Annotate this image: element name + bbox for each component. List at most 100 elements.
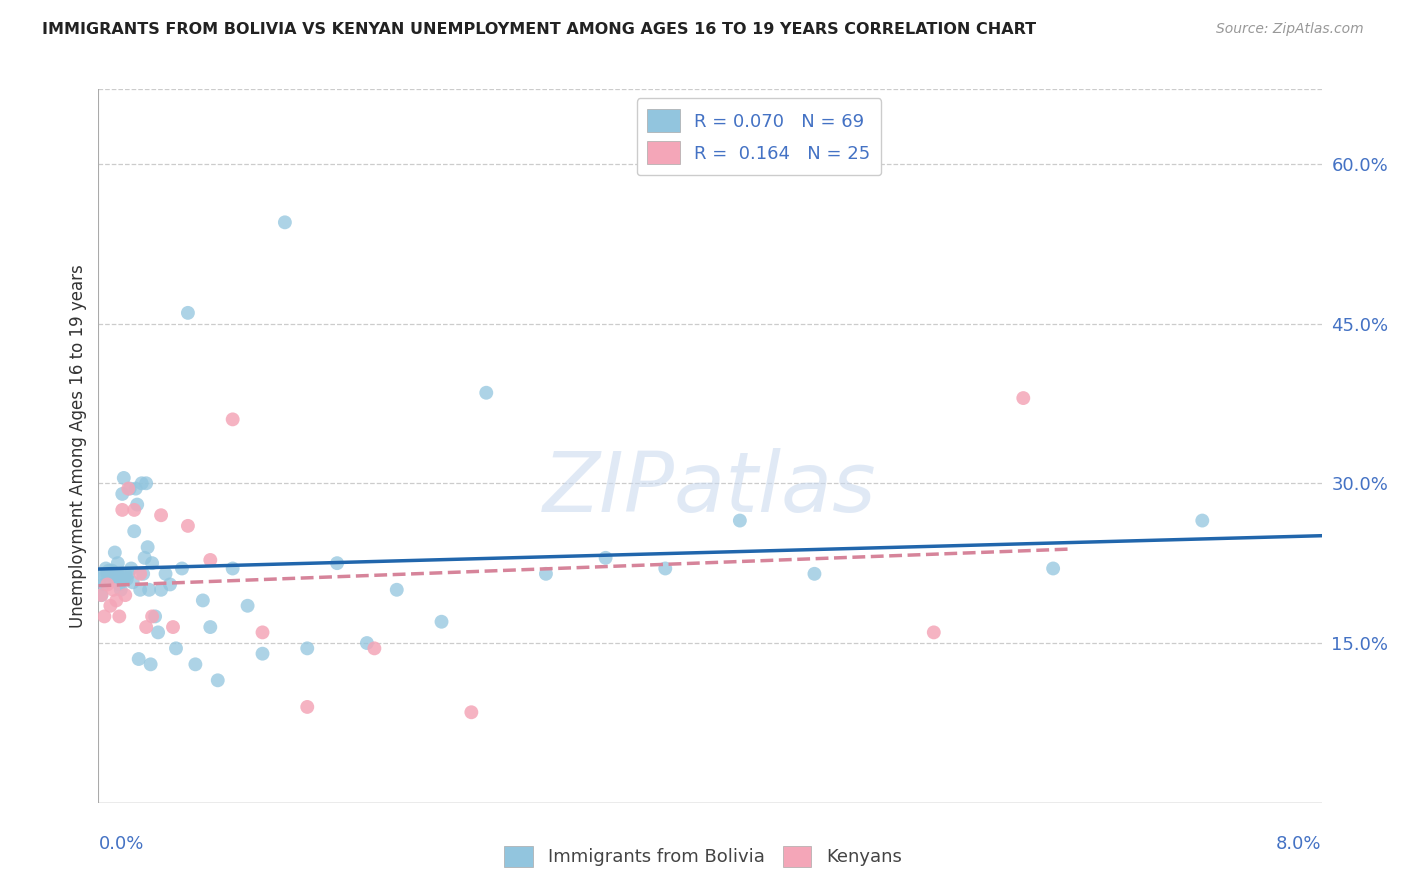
Point	[155, 566, 177, 581]
Point	[103, 566, 125, 581]
Point	[129, 582, 152, 597]
Text: 0.0%: 0.0%	[98, 835, 143, 853]
Point	[141, 556, 163, 570]
Point	[97, 564, 120, 578]
Point	[121, 575, 143, 590]
Point	[200, 553, 222, 567]
Legend: Immigrants from Bolivia, Kenyans: Immigrants from Bolivia, Kenyans	[498, 838, 908, 874]
Point	[430, 615, 453, 629]
Point	[90, 588, 112, 602]
Point	[110, 572, 132, 586]
Point	[138, 582, 160, 597]
Point	[803, 566, 825, 581]
Y-axis label: Unemployment Among Ages 16 to 19 years: Unemployment Among Ages 16 to 19 years	[69, 264, 87, 628]
Legend: R = 0.070   N = 69, R =  0.164   N = 25: R = 0.070 N = 69, R = 0.164 N = 25	[637, 98, 882, 176]
Point	[114, 588, 136, 602]
Point	[207, 673, 229, 688]
Point	[141, 609, 163, 624]
Point	[170, 561, 193, 575]
Point	[101, 564, 124, 578]
Point	[595, 550, 617, 565]
Point	[93, 609, 115, 624]
Point	[135, 476, 157, 491]
Point	[127, 498, 149, 512]
Point	[200, 620, 222, 634]
Point	[104, 545, 127, 559]
Point	[98, 572, 121, 586]
Text: ZIPatlas: ZIPatlas	[543, 449, 877, 529]
Point	[356, 636, 378, 650]
Text: Source: ZipAtlas.com: Source: ZipAtlas.com	[1216, 22, 1364, 37]
Point	[326, 556, 349, 570]
Point	[111, 487, 134, 501]
Point	[177, 306, 200, 320]
Point	[150, 508, 173, 523]
Text: 8.0%: 8.0%	[1277, 835, 1322, 853]
Point	[1042, 561, 1064, 575]
Point	[385, 582, 408, 597]
Point	[297, 700, 319, 714]
Point	[108, 577, 131, 591]
Point	[654, 561, 676, 575]
Point	[103, 582, 125, 597]
Point	[184, 657, 207, 672]
Point	[252, 625, 274, 640]
Point	[274, 215, 297, 229]
Point	[98, 599, 121, 613]
Point	[117, 482, 139, 496]
Point	[111, 503, 134, 517]
Text: IMMIGRANTS FROM BOLIVIA VS KENYAN UNEMPLOYMENT AMONG AGES 16 TO 19 YEARS CORRELA: IMMIGRANTS FROM BOLIVIA VS KENYAN UNEMPL…	[42, 22, 1036, 37]
Point	[143, 609, 166, 624]
Point	[150, 582, 173, 597]
Point	[94, 561, 117, 575]
Point	[105, 593, 128, 607]
Point	[89, 572, 111, 586]
Point	[128, 652, 150, 666]
Point	[122, 524, 145, 539]
Point	[91, 566, 114, 581]
Point	[134, 550, 156, 565]
Point	[107, 556, 129, 570]
Point	[132, 566, 155, 581]
Point	[475, 385, 498, 400]
Point	[162, 620, 184, 634]
Point	[117, 566, 139, 581]
Point	[125, 482, 148, 496]
Point	[177, 519, 200, 533]
Point	[165, 641, 187, 656]
Point	[103, 570, 125, 584]
Point	[93, 577, 115, 591]
Point	[131, 476, 153, 491]
Point	[159, 577, 181, 591]
Point	[363, 641, 385, 656]
Point	[146, 625, 169, 640]
Point	[221, 561, 243, 575]
Point	[221, 412, 243, 426]
Point	[297, 641, 319, 656]
Point	[90, 588, 112, 602]
Point	[136, 540, 159, 554]
Point	[112, 471, 135, 485]
Point	[112, 572, 135, 586]
Point	[122, 503, 145, 517]
Point	[236, 599, 259, 613]
Point	[922, 625, 945, 640]
Point	[118, 482, 141, 496]
Point	[110, 582, 132, 597]
Point	[115, 572, 138, 586]
Point	[108, 609, 131, 624]
Point	[460, 706, 482, 720]
Point	[1012, 391, 1035, 405]
Point	[534, 566, 557, 581]
Point	[139, 657, 162, 672]
Point	[120, 561, 142, 575]
Point	[96, 566, 118, 581]
Point	[96, 577, 118, 591]
Point	[191, 593, 214, 607]
Point	[105, 566, 128, 581]
Point	[252, 647, 274, 661]
Point	[1191, 514, 1213, 528]
Point	[135, 620, 157, 634]
Point	[107, 566, 129, 581]
Point	[728, 514, 751, 528]
